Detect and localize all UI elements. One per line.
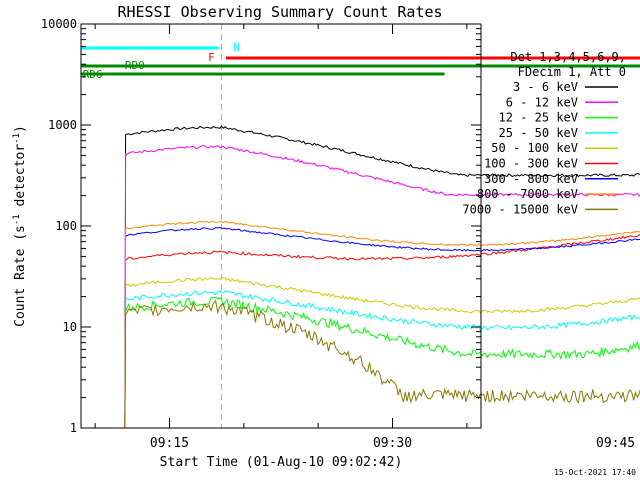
legend: Det 1,3,4,5,6,9, FDecim 1, Att 0 3 - 6 k… (462, 50, 626, 216)
legend-entry-label: 800 - 7000 keV (477, 187, 578, 201)
legend-entry-label: 50 - 100 keV (491, 141, 578, 155)
x-tick-label: 09:45 (596, 436, 635, 451)
flag-label: N (233, 41, 240, 54)
plot-frame (80, 23, 482, 429)
legend-header-line-1: Det 1,3,4,5,6,9, (510, 50, 626, 64)
series-line (124, 299, 640, 428)
series-line (124, 296, 640, 428)
series-line (124, 226, 640, 428)
series-line (124, 125, 640, 428)
flag-label: F (208, 51, 215, 64)
legend-header-line-2: FDecim 1, Att 0 (518, 65, 626, 79)
legend-entry-label: 7000 - 15000 keV (462, 202, 578, 216)
legend-entry-label: 6 - 12 keV (506, 95, 578, 109)
y-tick-label: 10000 (41, 17, 77, 31)
legend-entry-label: 300 - 800 keV (484, 172, 578, 186)
y-tick-label: 1000 (48, 118, 77, 132)
legend-entry-label: 25 - 50 keV (499, 126, 578, 140)
legend-entry-label: 12 - 25 keV (499, 111, 578, 125)
y-tick-label: 10 (63, 320, 77, 334)
y-axis-label: Count Rate (s-1 detector-1) (12, 125, 28, 327)
flag-label: RD0 (125, 59, 145, 72)
generation-timestamp: 15-Oct-2021 17:40 (554, 468, 636, 477)
series-line (124, 276, 640, 428)
series-line (124, 145, 640, 428)
y-tick-label: 1 (70, 421, 77, 435)
plot-area: NFSRD0RD6 (80, 24, 640, 428)
series-line (124, 220, 640, 428)
series-line (124, 289, 640, 428)
x-tick-label: 09:15 (150, 436, 189, 451)
chart-title: RHESSI Observing Summary Count Rates (117, 3, 442, 21)
x-axis-label: Start Time (01-Aug-10 09:02:42) (160, 455, 403, 470)
y-tick-label: 100 (55, 219, 77, 233)
legend-entry-label: 100 - 300 keV (484, 157, 578, 171)
y-axis-ticks: 1 10 100 1000 10000 (41, 17, 481, 435)
flag-label: RD6 (83, 68, 103, 81)
series-line (124, 234, 640, 428)
legend-entry-label: 3 - 6 keV (513, 80, 578, 94)
x-tick-label: 09:30 (373, 436, 412, 451)
